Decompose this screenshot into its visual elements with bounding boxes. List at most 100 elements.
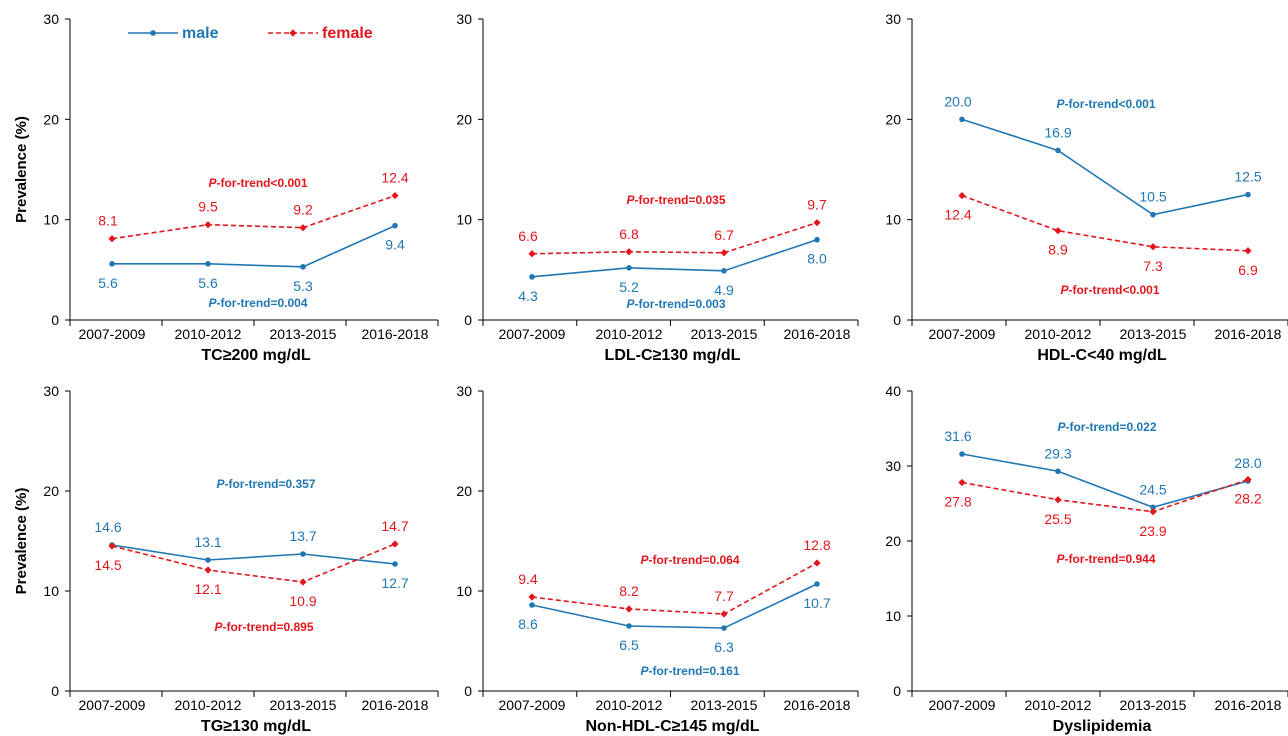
p-italic: P bbox=[1057, 420, 1066, 434]
data-point-male bbox=[626, 265, 632, 271]
data-point-female bbox=[1054, 227, 1062, 235]
data-point-male bbox=[392, 561, 398, 567]
data-point-male bbox=[205, 261, 211, 267]
p-italic: P bbox=[626, 297, 635, 311]
x-tick-label: 2016-2018 bbox=[784, 697, 851, 713]
data-point-female bbox=[958, 478, 966, 487]
series-line-female bbox=[531, 562, 818, 615]
data-point-male bbox=[1055, 468, 1061, 475]
data-point-female bbox=[1244, 475, 1252, 484]
p-for-trend-annotation-male: P-for-trend<0.001 bbox=[1056, 97, 1155, 111]
panel-title: LDL-C≥130 mg/dL bbox=[605, 347, 741, 364]
x-tick-label: 2016-2018 bbox=[1215, 697, 1282, 713]
data-point-female bbox=[625, 605, 633, 613]
data-label-female: 14.7 bbox=[381, 518, 408, 534]
series-male: 8.6 6.5 6.3 10.7 bbox=[518, 581, 831, 655]
x-tick-label: 2007-2009 bbox=[79, 326, 146, 342]
x-tick-label: 2010-2012 bbox=[1025, 697, 1092, 713]
p-italic: P bbox=[640, 664, 649, 678]
data-point-female bbox=[720, 610, 728, 618]
data-label-male: 12.5 bbox=[1234, 169, 1261, 185]
p-italic: P bbox=[626, 193, 635, 207]
data-point-male bbox=[109, 261, 115, 267]
data-label-male: 9.4 bbox=[385, 237, 405, 253]
series-male: 20.0 16.9 10.5 12.5 bbox=[944, 93, 1262, 218]
p-italic: P bbox=[216, 477, 225, 491]
data-label-female: 9.2 bbox=[293, 202, 313, 218]
data-label-male: 14.6 bbox=[94, 519, 121, 535]
panel-title: TC≥200 mg/dL bbox=[201, 347, 310, 364]
data-label-male: 12.7 bbox=[381, 575, 408, 591]
data-point-male bbox=[1055, 147, 1061, 154]
data-label-female: 10.9 bbox=[289, 593, 316, 609]
x-tick-label: 2010-2012 bbox=[175, 326, 242, 342]
x-tick-label: 2007-2009 bbox=[499, 326, 566, 342]
p-rest: -for-trend=0.944 bbox=[1064, 552, 1155, 566]
series-line-male bbox=[961, 453, 1249, 509]
p-rest: -for-trend=0.003 bbox=[634, 297, 725, 311]
y-tick-label: 10 bbox=[43, 583, 59, 599]
data-point-male bbox=[814, 581, 820, 587]
series-male: 5.6 5.6 5.3 9.4 bbox=[98, 222, 405, 294]
p-italic: P bbox=[208, 296, 217, 310]
panel-title: TG≥130 mg/dL bbox=[201, 718, 311, 735]
data-label-female: 7.7 bbox=[714, 588, 734, 604]
data-label-female: 23.9 bbox=[1139, 523, 1166, 539]
series-female: 8.1 9.5 9.2 12.4 bbox=[98, 170, 409, 243]
data-label-male: 10.5 bbox=[1139, 189, 1166, 205]
series-male: 4.3 5.2 4.9 8.0 bbox=[518, 236, 827, 304]
legend-marker-female bbox=[289, 29, 297, 37]
data-label-male: 13.7 bbox=[289, 528, 316, 544]
y-tick-label: 20 bbox=[43, 111, 59, 127]
y-tick-label: 20 bbox=[43, 483, 59, 499]
p-rest: -for-trend=0.064 bbox=[648, 553, 739, 567]
x-tick-label: 2013-2015 bbox=[270, 697, 337, 713]
p-rest: -for-trend<0.001 bbox=[1064, 97, 1155, 111]
data-point-male bbox=[959, 451, 965, 457]
p-italic: P bbox=[214, 620, 223, 634]
x-tick-label: 2013-2015 bbox=[270, 326, 337, 342]
data-label-female: 28.2 bbox=[1234, 491, 1261, 507]
data-label-female: 12.1 bbox=[194, 581, 221, 597]
y-axis-label: Prevalence (%) bbox=[13, 116, 30, 223]
data-label-female: 8.1 bbox=[98, 213, 118, 229]
x-tick-label: 2013-2015 bbox=[691, 697, 758, 713]
y-tick-label: 0 bbox=[893, 683, 901, 699]
x-tick-label: 2016-2018 bbox=[362, 697, 429, 713]
y-tick-label: 30 bbox=[885, 458, 901, 474]
p-italic: P bbox=[1056, 97, 1065, 111]
x-tick-label: 2016-2018 bbox=[784, 326, 851, 342]
legend: male female bbox=[128, 25, 373, 42]
legend-label-female: female bbox=[322, 25, 373, 42]
data-point-female bbox=[108, 542, 116, 550]
y-tick-label: 20 bbox=[456, 111, 472, 127]
p-for-trend-annotation-female: P-for-trend<0.001 bbox=[1060, 283, 1159, 297]
p-for-trend-annotation-female: P-for-trend=0.064 bbox=[640, 553, 739, 567]
data-label-male: 4.3 bbox=[518, 288, 538, 304]
data-point-male bbox=[721, 268, 727, 274]
data-label-female: 9.4 bbox=[518, 571, 538, 587]
data-point-female bbox=[813, 219, 821, 227]
p-for-trend-annotation-male: P-for-trend=0.003 bbox=[626, 297, 725, 311]
x-tick-label: 2013-2015 bbox=[1120, 697, 1187, 713]
data-point-male bbox=[959, 116, 965, 123]
p-italic: P bbox=[1056, 552, 1065, 566]
p-rest: -for-trend<0.001 bbox=[216, 176, 307, 190]
data-label-female: 12.8 bbox=[803, 537, 830, 553]
y-tick-label: 0 bbox=[464, 683, 472, 699]
p-rest: -for-trend=0.035 bbox=[634, 193, 725, 207]
data-label-female: 6.7 bbox=[714, 227, 734, 243]
panel-title: Non-HDL-C≥145 mg/dL bbox=[585, 718, 759, 735]
series-line-male bbox=[112, 224, 396, 268]
chart-panel-6: 0 10 20 30 40 2007-2009 2010-2012 2013-2015 2016… bbox=[885, 383, 1288, 735]
data-label-male: 13.1 bbox=[194, 534, 221, 550]
data-label-male: 29.3 bbox=[1044, 445, 1071, 461]
y-tick-label: 10 bbox=[43, 212, 59, 228]
y-tick-label: 20 bbox=[885, 111, 901, 127]
y-tick-label: 10 bbox=[456, 583, 472, 599]
data-label-female: 27.8 bbox=[944, 494, 971, 510]
x-tick-label: 2007-2009 bbox=[929, 697, 996, 713]
panel-title: HDL-C<40 mg/dL bbox=[1037, 347, 1167, 364]
p-rest: -for-trend=0.004 bbox=[216, 296, 307, 310]
